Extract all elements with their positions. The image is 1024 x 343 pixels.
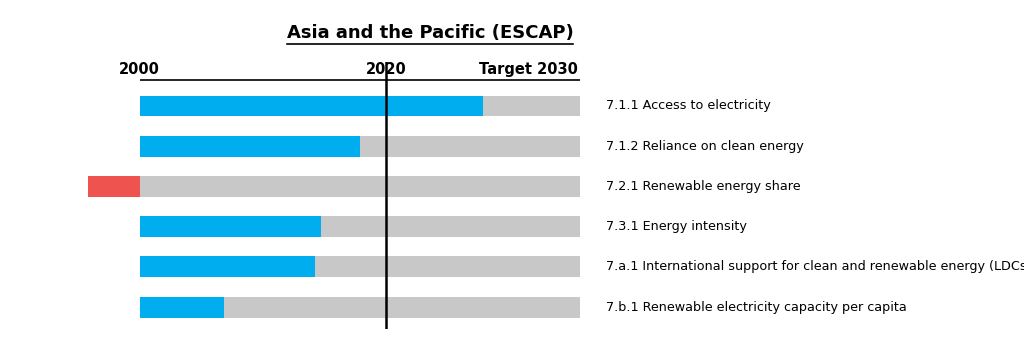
- Text: 7.1.2 Reliance on clean energy: 7.1.2 Reliance on clean energy: [606, 140, 804, 153]
- Text: 2020: 2020: [366, 62, 407, 76]
- Bar: [139, 216, 580, 237]
- Text: 2000: 2000: [119, 62, 160, 76]
- Bar: [139, 176, 580, 197]
- Bar: [139, 96, 483, 117]
- Bar: [139, 297, 580, 318]
- Bar: [139, 257, 314, 277]
- Bar: [139, 297, 224, 318]
- Text: 7.a.1 International support for clean and renewable energy (LDCs): 7.a.1 International support for clean an…: [606, 260, 1024, 273]
- Text: 7.3.1 Energy intensity: 7.3.1 Energy intensity: [606, 220, 746, 233]
- Bar: [139, 216, 321, 237]
- Bar: [88, 176, 139, 197]
- Bar: [139, 136, 359, 157]
- Text: 7.b.1 Renewable electricity capacity per capita: 7.b.1 Renewable electricity capacity per…: [606, 301, 906, 314]
- Text: Asia and the Pacific (ESCAP): Asia and the Pacific (ESCAP): [287, 24, 573, 42]
- Text: 7.1.1 Access to electricity: 7.1.1 Access to electricity: [606, 99, 771, 113]
- Bar: [139, 257, 580, 277]
- Bar: [139, 96, 580, 117]
- Text: 7.2.1 Renewable energy share: 7.2.1 Renewable energy share: [606, 180, 801, 193]
- Text: Target 2030: Target 2030: [479, 62, 578, 76]
- Bar: [139, 136, 580, 157]
